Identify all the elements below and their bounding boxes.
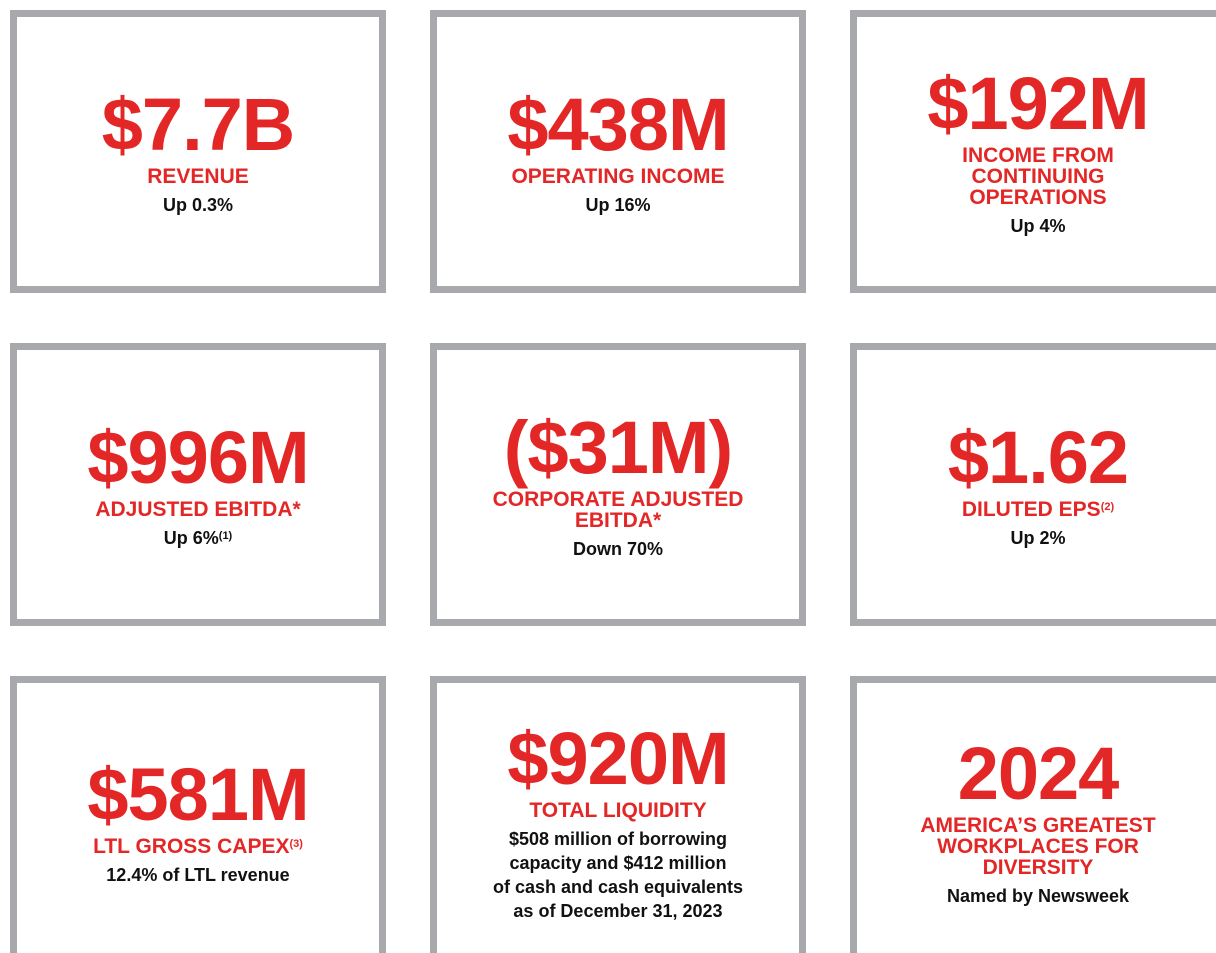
kpi-label-text: EBITDA*	[574, 508, 662, 532]
kpi-label-line: CORPORATE ADJUSTED	[493, 489, 744, 510]
kpi-note-text: Down 70%	[572, 538, 664, 559]
kpi-note: Up 16%	[585, 193, 650, 217]
kpi-card: $920M TOTAL LIQUIDITY $508 million of borr…	[430, 676, 806, 953]
kpi-label: AMERICA’S GREATEST WORKPLACES FOR DIVERSIT…	[920, 815, 1155, 878]
footnote-ref: (1)	[218, 530, 233, 542]
kpi-note: Up 0.3%	[163, 193, 233, 217]
kpi-label-text: DIVERSITY	[982, 855, 1094, 879]
kpi-note-line: of cash and cash equivalents	[493, 875, 743, 899]
kpi-note: Down 70%	[573, 537, 663, 561]
kpi-label: REVENUE	[147, 166, 249, 187]
kpi-label-text: WORKPLACES FOR	[937, 834, 1139, 858]
kpi-label-line: DIVERSITY	[920, 857, 1155, 878]
kpi-value: $1.62	[947, 416, 1129, 499]
kpi-label-text: ADJUSTED EBITDA*	[95, 498, 301, 521]
kpi-label-line: LTL GROSS CAPEX(3)	[93, 836, 303, 857]
footnote-ref: (2)	[1100, 501, 1115, 513]
kpi-label: CORPORATE ADJUSTED EBITDA*	[493, 489, 744, 531]
kpi-label: INCOME FROM CONTINUING OPERATIONS	[962, 145, 1114, 208]
kpi-note-line: $508 million of borrowing	[493, 827, 743, 851]
kpi-label-line: INCOME FROM	[962, 145, 1114, 166]
kpi-label-text: TOTAL LIQUIDITY	[529, 798, 707, 822]
kpi-note-line: Up 4%	[1010, 214, 1065, 238]
kpi-value: $192M	[927, 62, 1149, 145]
kpi-note: Up 6%(1)	[164, 526, 232, 550]
kpi-card: ($31M) CORPORATE ADJUSTED EBITDA* Down 70%	[430, 343, 806, 626]
kpi-note-text: Up 4%	[1010, 216, 1066, 236]
kpi-note-text: Up 16%	[585, 195, 651, 215]
kpi-card: $1.62 DILUTED EPS(2) Up 2%	[850, 343, 1216, 626]
kpi-note-text: of cash and cash equivalents	[492, 876, 744, 897]
kpi-value: $438M	[507, 83, 729, 166]
kpi-note-line: as of December 31, 2023	[493, 899, 743, 923]
kpi-card: $192M INCOME FROM CONTINUING OPERATIONS Up 4…	[850, 10, 1216, 293]
kpi-note: Up 2%	[1010, 526, 1065, 550]
kpi-label-line: CONTINUING	[962, 166, 1114, 187]
kpi-label-text: REVENUE	[147, 165, 249, 188]
kpi-label: LTL GROSS CAPEX(3)	[93, 836, 303, 857]
kpi-note-line: Named by Newsweek	[947, 884, 1129, 908]
kpi-note-line: Up 0.3%	[163, 193, 233, 217]
kpi-note-text: Up 0.3%	[162, 195, 234, 215]
kpi-value: $996M	[87, 416, 309, 499]
kpi-label-line: OPERATING INCOME	[511, 166, 724, 187]
kpi-note-line: Up 2%	[1010, 526, 1065, 550]
kpi-value: $7.7B	[101, 83, 295, 166]
kpi-label-text: CORPORATE ADJUSTED	[492, 487, 744, 511]
kpi-note-text: Named by Newsweek	[946, 885, 1130, 906]
kpi-label-text: INCOME FROM	[962, 144, 1114, 167]
kpi-label-line: DILUTED EPS(2)	[962, 499, 1114, 520]
footnote-ref: (3)	[289, 837, 303, 850]
kpi-label-line: REVENUE	[147, 166, 249, 187]
kpi-card: $996M ADJUSTED EBITDA* Up 6%(1)	[10, 343, 386, 626]
kpi-card: 2024 AMERICA’S GREATEST WORKPLACES FOR DIVE…	[850, 676, 1216, 953]
kpi-label-line: TOTAL LIQUIDITY	[529, 800, 706, 821]
kpi-value: 2024	[957, 731, 1120, 815]
kpi-label: ADJUSTED EBITDA*	[95, 499, 300, 520]
kpi-label: OPERATING INCOME	[511, 166, 724, 187]
kpi-label-line: OPERATIONS	[962, 187, 1114, 208]
kpi-value: $920M	[507, 716, 729, 800]
kpi-label-text: LTL GROSS CAPEX	[93, 834, 290, 858]
kpi-note: $508 million of borrowing capacity and $4…	[493, 827, 743, 923]
kpi-card: $581M LTL GROSS CAPEX(3) 12.4% of LTL reve…	[10, 676, 386, 953]
kpi-note-line: 12.4% of LTL revenue	[106, 863, 289, 887]
kpi-label-text: DILUTED EPS	[961, 498, 1101, 521]
kpi-note-text: $508 million of borrowing	[508, 828, 728, 849]
kpi-note-text: 12.4% of LTL revenue	[106, 864, 290, 885]
kpi-label-line: EBITDA*	[493, 510, 744, 531]
kpi-note-line: Up 16%	[585, 193, 650, 217]
kpi-value: $581M	[87, 752, 309, 836]
kpi-note: Named by Newsweek	[947, 884, 1129, 908]
kpi-note-text: as of December 31, 2023	[513, 900, 723, 921]
kpi-value: ($31M)	[503, 405, 733, 489]
kpi-note-line: Down 70%	[573, 537, 663, 561]
kpi-note: Up 4%	[1010, 214, 1065, 238]
kpi-label: DILUTED EPS(2)	[962, 499, 1114, 520]
kpi-label: TOTAL LIQUIDITY	[529, 800, 706, 821]
kpi-note-text: Up 2%	[1010, 528, 1066, 548]
kpi-label-text: OPERATIONS	[969, 186, 1107, 209]
kpi-label-text: AMERICA’S GREATEST	[920, 813, 1156, 837]
kpi-note-text: capacity and $412 million	[509, 852, 727, 873]
kpi-note-line: capacity and $412 million	[493, 851, 743, 875]
kpi-card: $7.7B REVENUE Up 0.3%	[10, 10, 386, 293]
kpi-note-text: Up 6%	[163, 528, 219, 548]
kpi-note-line: Up 6%(1)	[164, 526, 232, 550]
kpi-label-text: CONTINUING	[971, 165, 1105, 188]
kpi-card: $438M OPERATING INCOME Up 16%	[430, 10, 806, 293]
kpi-note: 12.4% of LTL revenue	[106, 863, 289, 887]
kpi-label-line: AMERICA’S GREATEST	[920, 815, 1155, 836]
kpi-label-text: OPERATING INCOME	[511, 165, 725, 188]
kpi-label-line: ADJUSTED EBITDA*	[95, 499, 300, 520]
kpi-label-line: WORKPLACES FOR	[920, 836, 1155, 857]
